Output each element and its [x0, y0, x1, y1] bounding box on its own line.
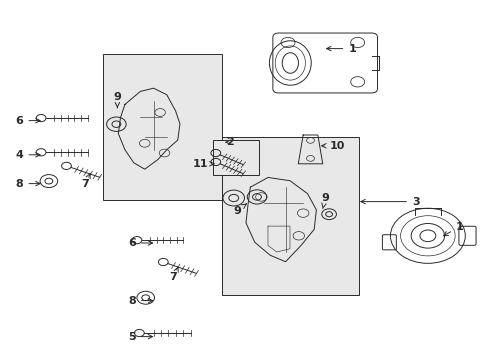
Bar	[222, 137, 359, 295]
Text: 1: 1	[326, 44, 355, 54]
Text: 7: 7	[81, 173, 90, 189]
Text: 11: 11	[192, 159, 214, 169]
Text: 4: 4	[16, 150, 40, 160]
Bar	[212, 140, 259, 175]
Text: 1: 1	[443, 222, 463, 236]
Text: 7: 7	[169, 267, 178, 282]
Text: 3: 3	[360, 197, 419, 207]
Text: 5: 5	[128, 332, 152, 342]
Text: 9: 9	[113, 92, 121, 108]
Text: 6: 6	[16, 116, 40, 126]
Text: 8: 8	[16, 179, 40, 189]
Text: 9: 9	[321, 193, 328, 208]
Text: 2: 2	[225, 137, 233, 147]
Bar	[102, 54, 222, 200]
Text: 9: 9	[233, 204, 246, 216]
Text: 8: 8	[128, 296, 152, 306]
Text: 10: 10	[321, 141, 345, 151]
Text: 6: 6	[128, 238, 152, 248]
